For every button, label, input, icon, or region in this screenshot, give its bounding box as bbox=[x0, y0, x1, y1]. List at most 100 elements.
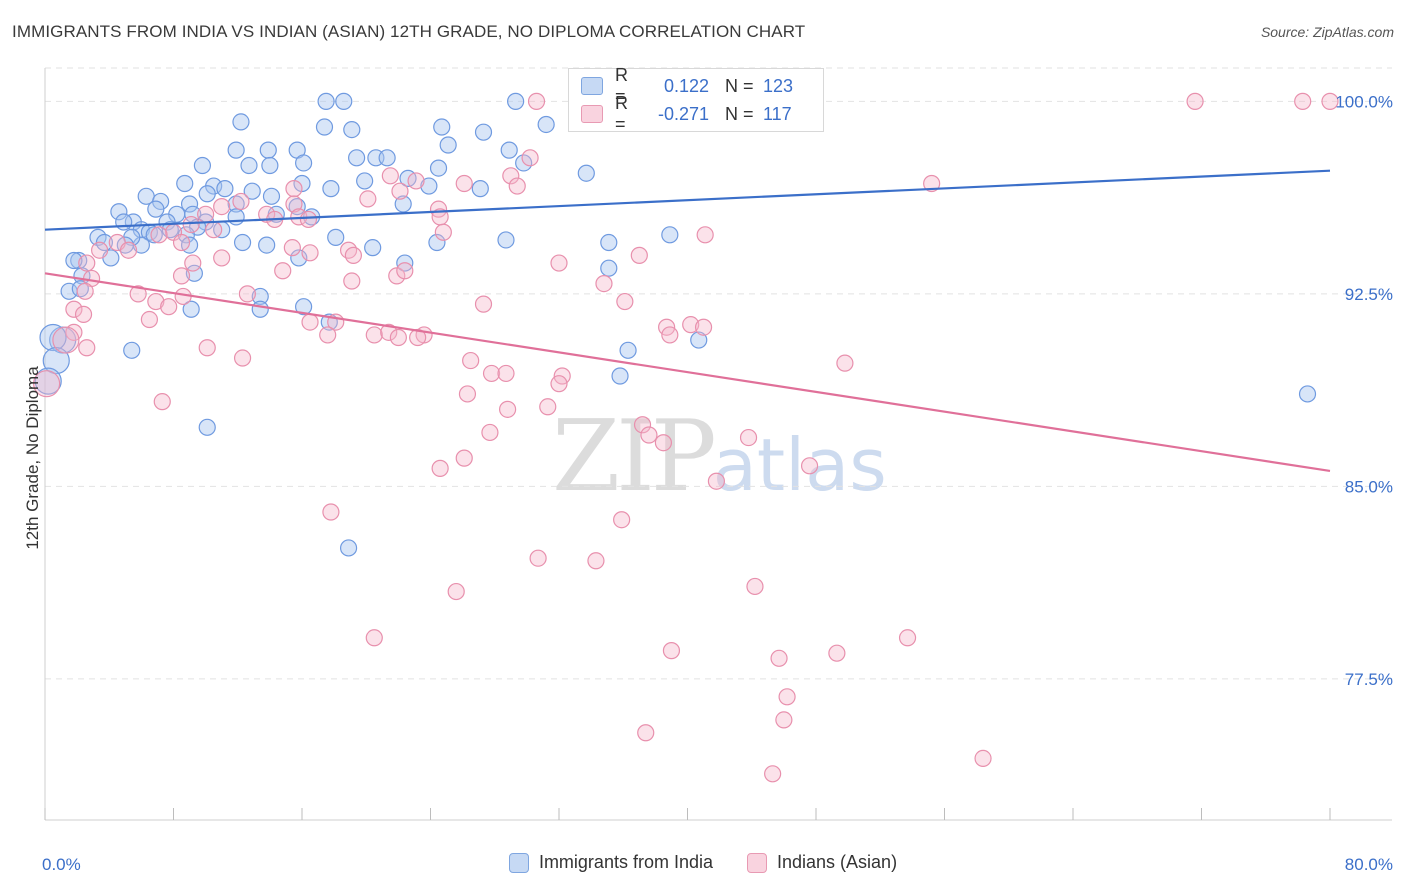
point-indians-asian bbox=[447, 582, 465, 601]
point-indians-asian bbox=[458, 385, 477, 403]
point-indians-asian bbox=[923, 174, 941, 193]
point-indians-asian bbox=[764, 765, 782, 783]
point-indians-asian bbox=[431, 459, 449, 477]
point-indians-asian bbox=[172, 267, 191, 285]
point-india bbox=[433, 118, 451, 136]
point-indians-asian bbox=[462, 351, 480, 370]
point-india bbox=[327, 228, 345, 246]
point-indians-asian bbox=[662, 642, 681, 660]
point-india bbox=[356, 172, 374, 190]
axis-labels: 77.5% 85.0% 92.5% 100.0% 0.0% 80.0% 12th Grade… bbox=[23, 92, 1393, 874]
point-indians-asian bbox=[550, 375, 568, 393]
point-indians-asian bbox=[52, 326, 80, 354]
point-indians-asian bbox=[233, 349, 252, 367]
point-india bbox=[322, 180, 340, 198]
point-indians-asian bbox=[381, 167, 399, 185]
y-tick-label: 85.0% bbox=[1345, 477, 1393, 496]
point-india bbox=[295, 298, 313, 316]
point-indians-asian bbox=[455, 174, 473, 193]
point-india bbox=[619, 341, 637, 359]
point-indians-asian bbox=[682, 316, 700, 334]
stats-row-india: R = 0.122 N = 123 bbox=[581, 65, 793, 106]
n-label: N = bbox=[725, 75, 754, 96]
point-indians-asian bbox=[359, 190, 377, 208]
trend-line-india bbox=[44, 169, 1331, 231]
r-label: R = bbox=[615, 65, 628, 106]
point-india bbox=[577, 164, 595, 182]
r-label: R = bbox=[615, 93, 628, 134]
x-tick-label-end: 80.0% bbox=[1345, 855, 1393, 874]
point-indians-asian bbox=[613, 511, 631, 529]
point-indians-asian bbox=[521, 149, 539, 167]
point-india bbox=[193, 156, 212, 175]
point-india bbox=[71, 280, 89, 298]
point-indians-asian bbox=[637, 724, 655, 742]
point-india bbox=[335, 92, 353, 110]
point-india bbox=[661, 226, 679, 244]
point-india bbox=[147, 200, 165, 218]
point-indians-asian bbox=[550, 254, 568, 272]
point-indians-asian bbox=[746, 577, 764, 596]
point-indians-asian bbox=[197, 205, 215, 223]
point-indians-asian bbox=[119, 241, 138, 259]
point-indians-asian bbox=[434, 223, 452, 241]
point-indians-asian bbox=[836, 354, 854, 372]
legend-swatch-india bbox=[581, 77, 603, 95]
point-india bbox=[439, 136, 457, 154]
point-indians-asian bbox=[33, 370, 61, 398]
point-india bbox=[232, 113, 250, 131]
point-indians-asian bbox=[696, 226, 714, 244]
point-indians-asian bbox=[640, 426, 658, 444]
r-value: -0.271 bbox=[657, 103, 709, 124]
point-indians-asian bbox=[301, 244, 319, 262]
y-axis-label: 12th Grade, No Diploma bbox=[23, 366, 42, 550]
point-indians-asian bbox=[616, 292, 634, 311]
point-indians-asian bbox=[770, 649, 788, 667]
watermark: ZIPatlas bbox=[552, 400, 887, 514]
point-indians-asian bbox=[1294, 92, 1312, 110]
point-indians-asian bbox=[129, 285, 147, 303]
point-indians-asian bbox=[78, 254, 96, 272]
point-india bbox=[497, 231, 515, 249]
point-india bbox=[259, 141, 277, 159]
watermark-zip: ZIP bbox=[552, 400, 717, 514]
point-india bbox=[317, 92, 335, 110]
point-india bbox=[258, 236, 276, 254]
point-india bbox=[261, 156, 279, 175]
point-indians-asian bbox=[319, 326, 337, 344]
trend-lines bbox=[44, 169, 1331, 473]
point-india bbox=[471, 180, 489, 198]
point-indians-asian bbox=[140, 310, 159, 329]
point-indians-asian bbox=[365, 629, 383, 647]
legend-label-indians-asian: Indians (Asian) bbox=[777, 852, 898, 872]
point-indians-asian bbox=[707, 472, 726, 490]
point-indians-asian bbox=[474, 295, 493, 313]
point-india bbox=[182, 300, 200, 318]
point-india bbox=[34, 367, 62, 395]
point-indians-asian bbox=[389, 328, 407, 347]
point-indians-asian bbox=[587, 552, 605, 570]
point-india bbox=[1298, 385, 1317, 403]
point-india bbox=[394, 195, 412, 213]
legend-item-india: Immigrants from India bbox=[508, 852, 713, 873]
y-tick-label: 100.0% bbox=[1335, 92, 1393, 111]
point-indians-asian bbox=[654, 434, 673, 452]
point-india bbox=[227, 195, 245, 213]
chart-title: IMMIGRANTS FROM INDIA VS INDIAN (ASIAN) … bbox=[12, 22, 806, 41]
point-india bbox=[611, 367, 629, 385]
point-india bbox=[227, 208, 245, 226]
point-indians-asian bbox=[339, 241, 358, 259]
point-indians-asian bbox=[274, 262, 292, 280]
point-indians-asian bbox=[630, 246, 648, 264]
point-indians-asian bbox=[694, 318, 713, 336]
point-india bbox=[507, 92, 525, 110]
point-india bbox=[198, 418, 216, 436]
point-indians-asian bbox=[65, 300, 83, 318]
point-india bbox=[227, 141, 245, 159]
point-india bbox=[251, 300, 269, 318]
point-india bbox=[500, 141, 518, 159]
point-india bbox=[123, 341, 141, 359]
watermark-atlas: atlas bbox=[712, 423, 887, 507]
point-indians-asian bbox=[74, 305, 93, 323]
